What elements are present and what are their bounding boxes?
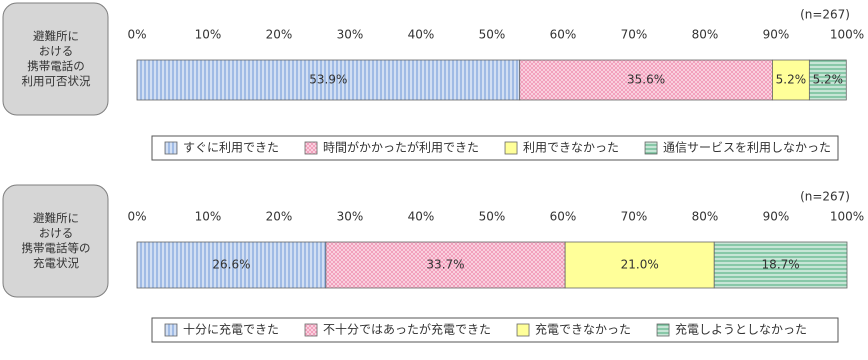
x-tick-label: 30%: [337, 210, 364, 224]
x-tick-label: 20%: [266, 210, 293, 224]
x-tick-label: 10%: [195, 28, 222, 42]
row-label: おける: [39, 226, 74, 240]
legend-swatch: [504, 141, 518, 155]
legend-label: 利用できなかった: [523, 141, 619, 155]
x-tick-label: 70%: [621, 210, 648, 224]
note: (n=267): [800, 8, 850, 22]
bar-segment: [136, 59, 521, 101]
x-tick-label: 80%: [692, 28, 719, 42]
x-tick-label: 100%: [830, 28, 864, 42]
x-tick-label: 0%: [127, 28, 146, 42]
note: (n=267): [800, 190, 850, 204]
bar-segment: [772, 59, 810, 101]
x-tick-label: 50%: [479, 28, 506, 42]
value-label: 18.7%: [762, 258, 800, 272]
row-label: 利用可否状況: [22, 74, 91, 88]
value-label: 21.0%: [621, 258, 659, 272]
value-label: 26.6%: [212, 258, 250, 272]
legend-swatch: [304, 323, 318, 337]
row-label: 携帯電話の: [27, 59, 85, 73]
bar-segment: [136, 241, 327, 289]
x-tick-label: 40%: [408, 28, 435, 42]
value-label: 5.2%: [813, 73, 844, 87]
value-label: 35.6%: [627, 73, 665, 87]
x-tick-label: 50%: [479, 210, 506, 224]
legend-swatch: [516, 323, 530, 337]
legend-box: [151, 317, 839, 343]
legend-label: すぐに利用できた: [183, 141, 279, 155]
row-label: 避難所に: [33, 211, 79, 225]
row-label: おける: [39, 44, 74, 58]
bar-segment: [808, 59, 847, 101]
x-tick-label: 60%: [550, 210, 577, 224]
x-tick-label: 40%: [408, 210, 435, 224]
x-tick-label: 30%: [337, 28, 364, 42]
bar-segment: [713, 241, 848, 289]
legend-label: 通信サービスを利用しなかった: [663, 141, 831, 155]
legend-swatch: [164, 141, 178, 155]
value-label: 33.7%: [426, 258, 464, 272]
legend-label: 充電できなかった: [535, 322, 631, 337]
legend-label: 充電しようとしなかった: [675, 322, 807, 337]
bar-segment: [564, 241, 715, 289]
x-tick-label: 80%: [692, 210, 719, 224]
row-label: 携帯電話等の: [22, 241, 91, 255]
x-tick-label: 70%: [621, 28, 648, 42]
legend-label: 不十分ではあったが充電できた: [323, 322, 491, 337]
legend-swatch: [304, 141, 318, 155]
x-tick-label: 60%: [550, 28, 577, 42]
row-label-box: [2, 2, 109, 116]
x-tick-label: 90%: [763, 28, 790, 42]
legend-swatch: [656, 323, 670, 337]
row-label: 避難所に: [33, 29, 79, 43]
legend-swatch: [164, 323, 178, 337]
x-tick-label: 10%: [195, 210, 222, 224]
legend-label: 十分に充電できた: [183, 322, 279, 337]
row-label-box: [2, 184, 109, 298]
value-label: 53.9%: [309, 73, 347, 87]
bar-segment: [519, 59, 773, 101]
x-tick-label: 0%: [127, 210, 146, 224]
bar-segment: [325, 241, 566, 289]
legend-swatch: [644, 141, 658, 155]
x-tick-label: 20%: [266, 28, 293, 42]
legend-label: 時間がかかったが利用できた: [323, 140, 479, 155]
value-label: 5.2%: [776, 73, 807, 87]
x-tick-label: 100%: [830, 210, 864, 224]
x-tick-label: 90%: [763, 210, 790, 224]
legend-box: [151, 135, 839, 161]
row-label: 充電状況: [33, 256, 79, 270]
